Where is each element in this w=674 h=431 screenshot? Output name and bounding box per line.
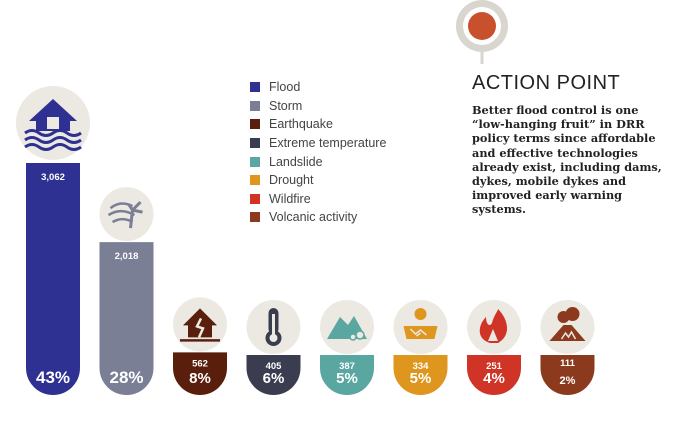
- legend-label: Landslide: [269, 154, 323, 169]
- bar-percent-label: 43%: [36, 368, 70, 387]
- legend-label: Wildfire: [269, 191, 311, 206]
- bar-percent-label: 8%: [189, 370, 211, 387]
- bar-value-label: 405: [266, 361, 283, 372]
- bar-percent-label: 6%: [263, 370, 285, 387]
- legend-label: Extreme temperature: [269, 136, 387, 151]
- legend-swatch: [250, 100, 260, 111]
- bar-percent-label: 28%: [109, 368, 143, 387]
- chart-legend: Flood Storm Earthquake Extreme temperature L…: [250, 78, 386, 227]
- bar-value-label: 3,062: [41, 172, 65, 183]
- bar-flood: [26, 163, 80, 395]
- legend-item: Landslide: [250, 152, 386, 171]
- legend-swatch: [250, 138, 260, 149]
- legend-item: Drought: [250, 171, 386, 190]
- legend-swatch: [250, 193, 260, 204]
- legend-item: Earthquake: [250, 115, 386, 134]
- legend-item: Volcanic activity: [250, 208, 386, 227]
- storm-wind-icon: [99, 187, 154, 242]
- action-point-body: Better flood control is one “low-hanging…: [472, 103, 662, 217]
- legend-swatch: [250, 156, 260, 167]
- legend-item: Wildfire: [250, 190, 386, 209]
- legend-label: Drought: [269, 173, 314, 188]
- bar-value-label: 111: [560, 358, 576, 369]
- legend-swatch: [250, 212, 260, 223]
- bar-storm: [99, 242, 154, 395]
- legend-label: Earthquake: [269, 117, 333, 132]
- bar-percent-label: 5%: [410, 370, 432, 387]
- bar-value-label: 562: [192, 358, 208, 369]
- bar-value-label: 387: [339, 361, 355, 372]
- thermometer-icon: [246, 300, 301, 354]
- bar-landslide: [320, 355, 374, 395]
- bar-percent-label: 5%: [336, 370, 358, 387]
- bar-drought: [393, 355, 448, 395]
- legend-swatch: [250, 82, 260, 93]
- bar-percent-label: 4%: [483, 370, 505, 387]
- volcano-icon: [540, 300, 595, 354]
- legend-item: Storm: [250, 97, 386, 116]
- bar-volcanic-activity: [540, 355, 595, 395]
- legend-item: Extreme temperature: [250, 134, 386, 153]
- wildfire-icon: [467, 300, 521, 354]
- bar-wildfire: [467, 355, 521, 395]
- legend-label: Storm: [269, 98, 303, 113]
- landslide-icon: [320, 300, 374, 354]
- bar-earthquake: [173, 352, 227, 395]
- legend-label: Flood: [269, 80, 301, 95]
- house-flood-icon: [16, 86, 90, 160]
- legend-swatch: [250, 175, 260, 186]
- bar-extreme-temperature: [246, 355, 301, 395]
- legend-item: Flood: [250, 78, 386, 97]
- bar-value-label: 334: [413, 361, 430, 372]
- earthquake-house-icon: [173, 297, 227, 352]
- bar-percent-label: 2%: [560, 375, 576, 387]
- action-point-icon: [456, 0, 508, 64]
- bar-value-label: 2,018: [115, 251, 139, 262]
- legend-label: Volcanic activity: [269, 210, 358, 225]
- legend-swatch: [250, 119, 260, 130]
- bar-value-label: 251: [486, 361, 503, 372]
- drought-sun-icon: [393, 300, 448, 354]
- action-point-title: ACTION POINT: [472, 72, 621, 94]
